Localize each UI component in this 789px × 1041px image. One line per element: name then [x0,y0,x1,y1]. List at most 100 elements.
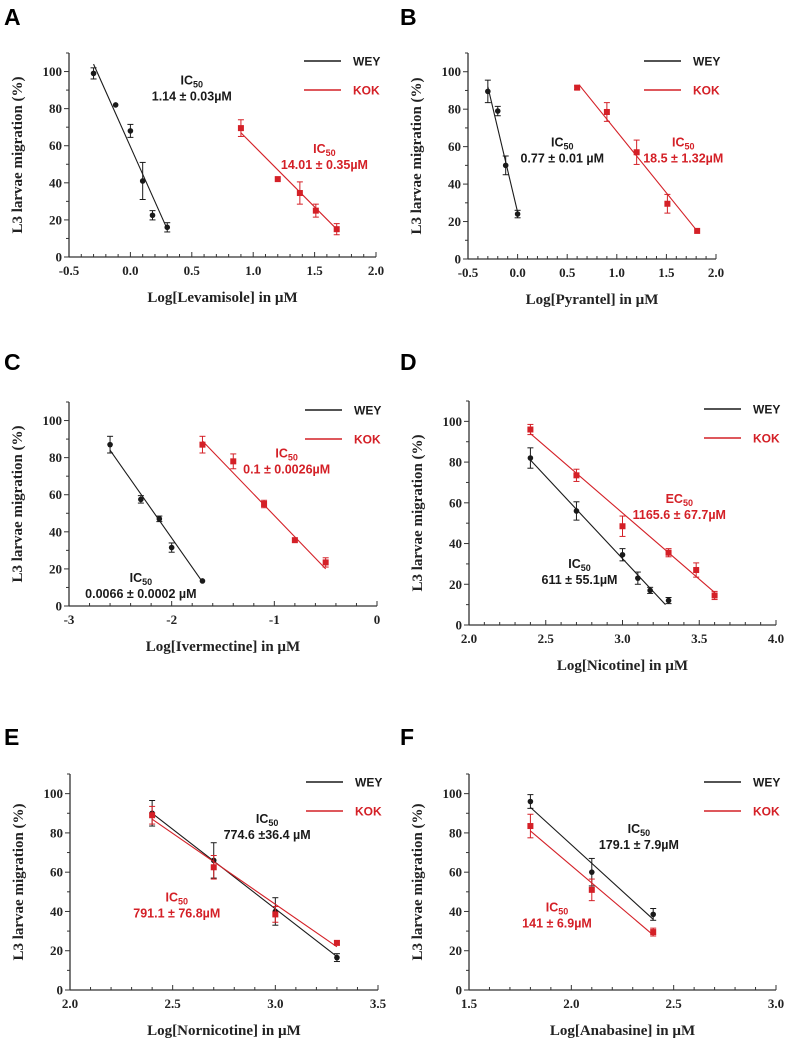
y-tick-label: 100 [443,786,463,801]
x-tick-label: 3.0 [768,996,784,1011]
data-point [589,869,595,875]
y-tick-label: 60 [49,138,62,153]
fit-line [240,132,338,230]
annotation-prefix: IC [546,900,559,914]
annotation-value: 774.6 ±36.4 µM [224,828,311,842]
data-point [619,523,626,530]
annotation-subscript: 50 [268,818,278,828]
x-tick-label: -3 [64,612,75,627]
series-wey [527,794,657,921]
data-point [333,226,340,233]
series-wey [149,800,340,963]
y-tick-label: 40 [449,536,462,551]
data-point [199,441,206,448]
y-tick-label: 20 [50,943,63,958]
panel-c: C 0 20 40 60 80 100 -3 -2 -1 0 Log[Ivermectine] in … [4,349,381,655]
y-tick-label: 80 [449,825,462,840]
data-point [694,227,701,234]
y-tick-label: 80 [449,455,462,470]
annotation-subscript: 50 [288,453,298,463]
annotation-prefix: IC [672,136,685,150]
annotation-prefix: IC [256,812,269,826]
x-tick-label: 1.0 [609,265,625,280]
series-kok [527,813,657,937]
legend-label-wey: WEY [354,404,381,418]
annotation-prefix: IC [166,891,179,905]
x-tick-label: -0.5 [59,263,80,278]
data-point [665,549,672,556]
x-tick-label: 3.0 [267,996,283,1011]
annotation-value: 611 ± 55.1µM [542,573,618,587]
annotation-prefix: IC [568,557,581,571]
data-point [107,441,113,448]
series-kok [527,423,718,601]
y-tick-label: 40 [448,177,461,192]
annotation-label: IC50 [551,136,574,152]
series-wey [527,447,672,606]
annotation-subscript: 50 [326,148,336,158]
x-axis-title: Log[Nicotine] in µM [557,658,688,674]
annotation-subscript: 50 [640,828,650,838]
x-tick-label: -1 [269,612,280,627]
y-tick-label: 80 [448,102,461,117]
y-axis-title: L3 larvae migration (%) [409,77,425,234]
legend-label-kok: KOK [753,432,780,446]
y-tick-label: 20 [449,943,462,958]
series-kok [574,84,701,234]
x-tick-label: 4.0 [768,631,784,646]
series-wey [107,435,206,584]
annotation-label: IC50 [313,142,336,158]
data-point [261,501,268,507]
panel-f: F 0 20 40 60 80 100 1.5 2.0 2.5 3.0 Log[Anabasine] … [400,724,784,1039]
series-kok [237,119,340,236]
x-tick-label: 1.0 [245,263,261,278]
legend-label-kok: KOK [355,805,382,819]
y-tick-label: 40 [50,904,63,919]
y-tick-label: 60 [50,865,63,880]
annotation-prefix: IC [628,822,641,836]
y-axis-title: L3 larvae migration (%) [410,434,426,591]
annotation-prefix: IC [130,571,143,585]
data-point [156,516,163,522]
legend-label-wey: WEY [355,776,382,790]
y-tick-label: 0 [456,983,463,998]
y-tick-label: 60 [449,865,462,880]
data-point [573,508,580,514]
x-tick-label: 2.0 [62,996,78,1011]
legend-label-kok: KOK [693,84,720,98]
annotation-subscript: 50 [193,80,203,90]
y-tick-label: 80 [49,450,62,465]
y-tick-label: 20 [49,212,62,227]
annotation-prefix: IC [551,136,564,150]
annotation-label: IC50 [672,136,695,152]
data-point [272,911,279,918]
data-point [237,125,244,132]
data-point [485,88,491,95]
x-axis-title: Log[Ivermectine] in µM [146,639,300,655]
x-tick-label: 2.5 [538,631,555,646]
x-tick-label: 2.0 [708,265,724,280]
y-tick-label: 20 [449,577,462,592]
annotation-subscript: 50 [685,142,695,152]
fit-line [487,86,519,213]
data-point [693,567,700,574]
data-point [164,224,171,231]
y-tick-label: 40 [449,904,462,919]
data-point [573,472,580,479]
annotation-value: 1165.6 ± 67.7µM [633,508,726,522]
legend-label-wey: WEY [353,55,380,69]
data-point [296,190,303,197]
panel-a: A 0 20 40 60 80 100 -0.5 0.0 0.5 1.0 1.5 2.0 Log[Leva… [4,4,384,306]
fit-line [151,818,338,948]
x-tick-label: 0.5 [559,265,576,280]
data-point [149,812,156,819]
y-tick-label: 80 [50,825,63,840]
y-tick-label: 0 [456,618,463,633]
annotation-prefix: IC [275,447,288,461]
panel-d: D 0 20 40 60 80 100 2.0 2.5 3.0 3.5 4.0 Log[Nicotine… [400,349,784,674]
data-point [574,84,581,91]
data-point [650,911,656,918]
y-tick-label: 100 [43,413,63,428]
data-point [664,200,671,207]
data-point [665,597,672,604]
